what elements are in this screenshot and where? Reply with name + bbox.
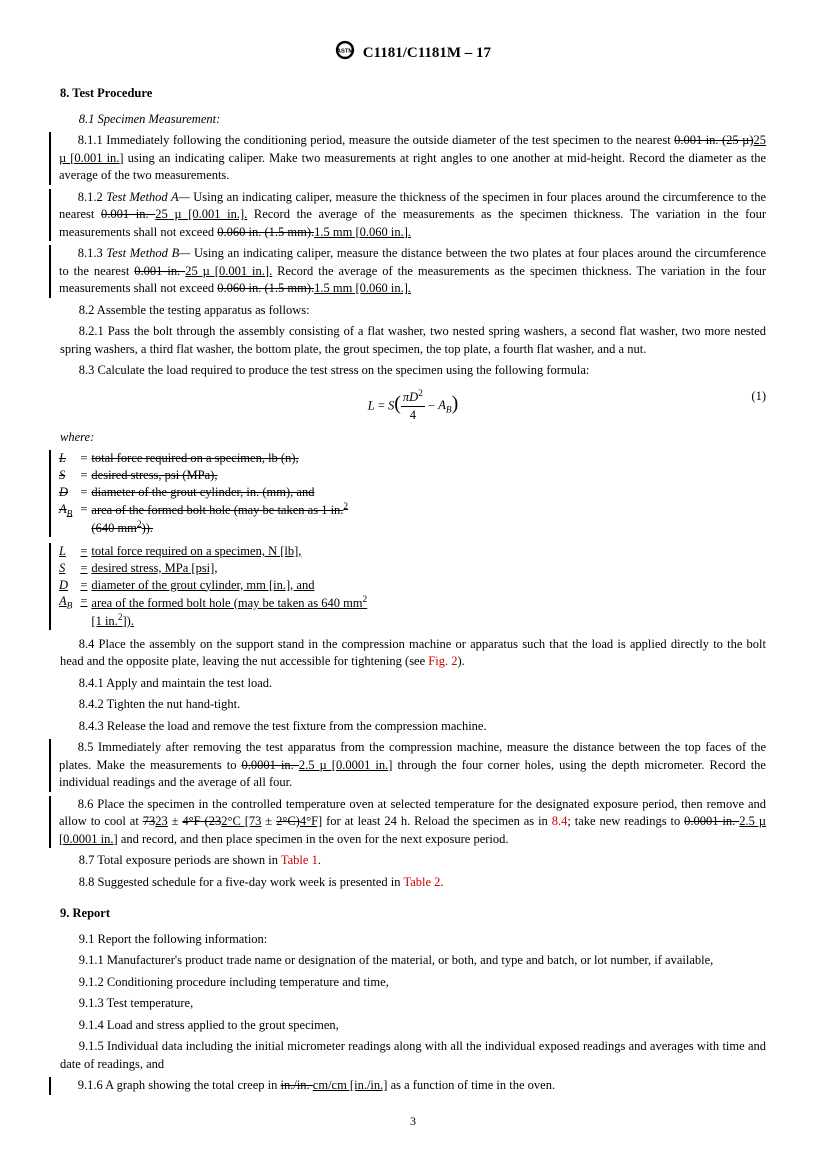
para-8-1: 8.1 Specimen Measurement: <box>60 111 766 129</box>
deleted-text: 0.060 in. (1.5 mm). <box>217 225 314 239</box>
deleted-text: 4°F (23 <box>182 814 221 828</box>
ref-fig-2: Fig. 2 <box>428 654 457 668</box>
deleted-text: 0.060 in. (1.5 mm). <box>217 281 314 295</box>
text: 8.1.3 <box>78 246 107 260</box>
para-8-2-1: 8.2.1 Pass the bolt through the assembly… <box>60 323 766 358</box>
para-8-2: 8.2 Assemble the testing apparatus as fo… <box>60 302 766 320</box>
deleted-text: (640 mm <box>91 521 136 535</box>
changebar-8-5: 8.5 Immediately after removing the test … <box>49 739 766 792</box>
para-9-1: 9.1 Report the following information: <box>60 931 766 949</box>
inserted-text: 23 <box>155 814 168 828</box>
para-8-1-2: 8.1.2 Test Method A— Using an indicating… <box>59 189 766 242</box>
text: ). <box>457 654 464 668</box>
where-table-inserted: L=total force required on a specimen, N … <box>59 543 371 630</box>
deleted-text: area of the formed bolt hole (may be tak… <box>91 503 343 517</box>
ref-table-2: Table 2 <box>403 875 440 889</box>
formula-1: L = S(πD24 − AB) (1) <box>60 388 766 425</box>
deleted-text: 0.0001 in. <box>242 758 299 772</box>
deleted-text: 73 <box>143 814 156 828</box>
deleted-text: 0.001 in. <box>134 264 185 278</box>
svg-text:ASTM: ASTM <box>337 49 354 55</box>
changebar-8-6: 8.6 Place the specimen in the controlled… <box>49 796 766 849</box>
where-table-deleted: L=total force required on a specimen, lb… <box>59 450 352 537</box>
inserted-text: cm/cm [in./in.] <box>313 1078 388 1092</box>
inserted-text: ]). <box>123 614 134 628</box>
deleted-text: 2°C) <box>276 814 300 828</box>
changebar-8-1-1: 8.1.1 Immediately following the conditio… <box>49 132 766 185</box>
changebar-8-1-2: 8.1.2 Test Method A— Using an indicating… <box>49 189 766 242</box>
para-8-3: 8.3 Calculate the load required to produ… <box>60 362 766 380</box>
para-8-4-2: 8.4.2 Tighten the nut hand-tight. <box>60 696 766 714</box>
text: for at least 24 h. Reload the specimen a… <box>322 814 552 828</box>
text: 8.4 Place the assembly on the support st… <box>60 637 766 669</box>
inserted-text: 4°F] <box>300 814 322 828</box>
text: ; take new readings to <box>567 814 684 828</box>
para-8-1-1: 8.1.1 Immediately following the conditio… <box>59 132 766 185</box>
deleted-text: total force required on a specimen, lb (… <box>91 451 298 465</box>
deleted-text: diameter of the grout cylinder, in. (mm)… <box>91 485 314 499</box>
para-8-1-3: 8.1.3 Test Method B— Using an indicating… <box>59 245 766 298</box>
deleted-text: )). <box>142 521 153 535</box>
inserted-text: desired stress, MPa [psi], <box>91 561 217 575</box>
changebar-where-new: L=total force required on a specimen, N … <box>49 543 766 630</box>
para-8-4: 8.4 Place the assembly on the support st… <box>60 636 766 671</box>
para-9-1-4: 9.1.4 Load and stress applied to the gro… <box>60 1017 766 1035</box>
para-8-4-3: 8.4.3 Release the load and remove the te… <box>60 718 766 736</box>
changebar-8-1-3: 8.1.3 Test Method B— Using an indicating… <box>49 245 766 298</box>
deleted-text: 0.001 in. <box>101 207 155 221</box>
para-8-7: 8.7 Total exposure periods are shown in … <box>60 852 766 870</box>
section-9-heading: 9. Report <box>60 905 766 923</box>
page-number: 3 <box>60 1113 766 1130</box>
text: 8.8 Suggested schedule for a five-day wo… <box>79 875 404 889</box>
para-9-1-6: 9.1.6 A graph showing the total creep in… <box>59 1077 766 1095</box>
para-8-6: 8.6 Place the specimen in the controlled… <box>59 796 766 849</box>
para-8-5: 8.5 Immediately after removing the test … <box>59 739 766 792</box>
ref-8-4: 8.4 <box>552 814 568 828</box>
inserted-text: 2°C [73 <box>221 814 261 828</box>
para-8-8: 8.8 Suggested schedule for a five-day wo… <box>60 874 766 892</box>
text: 9.1.6 A graph showing the total creep in <box>78 1078 281 1092</box>
section-8-heading: 8. Test Procedure <box>60 85 766 103</box>
method-title: Test Method A— <box>106 190 189 204</box>
text: using an indicating caliper. Make two me… <box>59 151 766 183</box>
deleted-text: in./in. <box>281 1078 313 1092</box>
page-header: ASTM C1181/C1181M – 17 <box>60 40 766 67</box>
inserted-text: 2.5 µ [0.0001 in.] <box>299 758 393 772</box>
astm-logo-icon: ASTM <box>335 40 355 67</box>
ref-table-1: Table 1 <box>281 853 318 867</box>
inserted-text: total force required on a specimen, N [l… <box>91 544 301 558</box>
inserted-text: 25 µ [0.001 in.]. <box>185 264 272 278</box>
text: . <box>440 875 443 889</box>
text: 8.7 Total exposure periods are shown in <box>79 853 281 867</box>
text: ± <box>261 814 276 828</box>
inserted-text: 25 µ [0.001 in.]. <box>155 207 247 221</box>
inserted-text: 1.5 mm [0.060 in.]. <box>314 225 411 239</box>
para-8-4-1: 8.4.1 Apply and maintain the test load. <box>60 675 766 693</box>
where-label: where: <box>60 429 766 447</box>
para-9-1-1: 9.1.1 Manufacturer's product trade name … <box>60 952 766 970</box>
text: 8.1.1 Immediately following the conditio… <box>78 133 674 147</box>
inserted-text: diameter of the grout cylinder, mm [in.]… <box>91 578 314 592</box>
text: . <box>318 853 321 867</box>
standard-designation: C1181/C1181M – 17 <box>363 45 491 61</box>
para-9-1-3: 9.1.3 Test temperature, <box>60 995 766 1013</box>
changebar-9-1-6: 9.1.6 A graph showing the total creep in… <box>49 1077 766 1095</box>
para-9-1-2: 9.1.2 Conditioning procedure including t… <box>60 974 766 992</box>
deleted-text: 0.0001 in. <box>684 814 739 828</box>
method-title: Test Method B— <box>106 246 190 260</box>
text: ± <box>168 814 183 828</box>
inserted-text: [1 in. <box>91 614 117 628</box>
deleted-text: 0.001 in. (25 µ) <box>674 133 753 147</box>
text: and record, and then place specimen in t… <box>118 832 509 846</box>
inserted-text: 1.5 mm [0.060 in.]. <box>314 281 411 295</box>
deleted-text: desired stress, psi (MPa), <box>91 468 217 482</box>
inserted-text: area of the formed bolt hole (may be tak… <box>91 596 362 610</box>
formula-number: (1) <box>751 388 766 406</box>
text: 8.1.2 <box>78 190 107 204</box>
changebar-where-old: L=total force required on a specimen, lb… <box>49 450 766 537</box>
text: as a function of time in the oven. <box>387 1078 555 1092</box>
